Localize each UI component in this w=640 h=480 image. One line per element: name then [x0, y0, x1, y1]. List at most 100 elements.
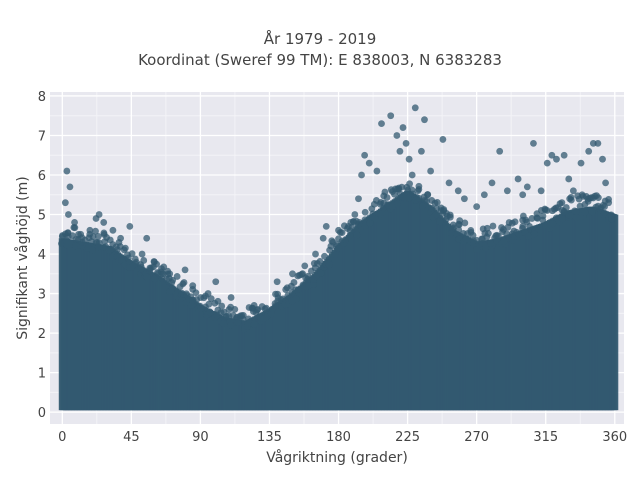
outlier-point: [86, 226, 94, 234]
edge-point: [239, 311, 247, 319]
edge-point: [168, 284, 176, 292]
edge-point: [366, 219, 374, 227]
outlier-point: [543, 159, 551, 167]
outlier-point: [63, 167, 71, 175]
y-tick-label: 7: [38, 129, 46, 144]
edge-point: [558, 199, 566, 207]
edge-point: [353, 231, 361, 239]
edge-point: [377, 210, 384, 218]
edge-point: [594, 194, 602, 202]
edge-point: [71, 224, 79, 232]
edge-point: [607, 211, 615, 219]
edge-point: [523, 218, 531, 226]
edge-point: [351, 211, 359, 218]
edge-point: [218, 302, 226, 310]
outlier-point: [599, 155, 606, 163]
edge-point: [327, 242, 335, 250]
outlier-point: [150, 258, 158, 266]
edge-point: [341, 236, 349, 243]
outlier-point: [373, 167, 381, 175]
edge-point: [361, 208, 369, 216]
x-tick-labels: 0 45 90 135 180 225 270 315 360: [58, 430, 627, 445]
outlier-point: [109, 226, 117, 234]
y-tick-label: 6: [38, 169, 46, 184]
edge-point: [143, 273, 151, 281]
outlier-point: [189, 282, 197, 290]
edge-point: [192, 289, 200, 297]
outlier-point: [565, 175, 573, 183]
edge-point: [88, 246, 96, 254]
outlier-point: [65, 211, 72, 218]
edge-point: [406, 180, 413, 188]
edge-point: [424, 191, 431, 199]
outlier-point: [427, 167, 435, 175]
edge-point: [310, 281, 318, 288]
edge-point: [383, 194, 391, 201]
edge-point: [588, 208, 596, 216]
outlier-point: [355, 195, 362, 203]
outlier-point: [227, 294, 235, 301]
outlier-point: [100, 219, 108, 226]
edge-point: [423, 197, 431, 205]
outlier-point: [496, 147, 504, 155]
edge-point: [428, 204, 436, 212]
outlier-point: [548, 151, 556, 159]
edge-point: [500, 238, 508, 245]
outlier-point: [204, 290, 212, 297]
edge-point: [483, 224, 491, 232]
outlier-point: [166, 270, 174, 278]
edge-point: [94, 232, 102, 240]
edge-point: [436, 218, 444, 225]
outlier-point: [312, 250, 319, 258]
outlier-point: [347, 219, 355, 226]
x-tick-label: 360: [602, 430, 627, 445]
outlier-point: [421, 116, 428, 124]
edge-point: [388, 203, 396, 210]
edge-point: [525, 232, 532, 240]
outlier-point: [95, 211, 103, 218]
edge-point: [446, 213, 454, 221]
outlier-point: [358, 171, 365, 179]
outlier-point: [553, 155, 560, 163]
edge-point: [408, 186, 416, 194]
edge-point: [321, 252, 328, 260]
outlier-point: [181, 266, 189, 274]
outlier-point: [460, 195, 468, 203]
edge-point: [573, 207, 580, 215]
edge-point: [581, 209, 589, 216]
edge-point: [483, 233, 491, 241]
outlier-point: [212, 278, 220, 286]
edge-point: [455, 221, 463, 229]
outlier-point: [605, 199, 613, 207]
outlier-point: [411, 104, 419, 112]
outlier-point: [319, 234, 327, 242]
y-tick-label: 2: [38, 327, 46, 342]
outlier-point: [488, 179, 496, 187]
data-points: [58, 104, 619, 411]
edge-point: [128, 250, 136, 258]
outlier-point: [335, 226, 342, 234]
edge-point: [567, 212, 575, 220]
edge-point: [543, 207, 551, 214]
edge-point: [200, 294, 208, 302]
y-tick-label: 1: [38, 367, 46, 382]
edge-point: [489, 222, 497, 230]
outlier-point: [396, 147, 404, 155]
outlier-point: [361, 151, 369, 159]
edge-point: [214, 297, 222, 305]
edge-point: [567, 194, 575, 201]
edge-point: [292, 295, 300, 303]
edge-point: [469, 231, 477, 239]
edge-point: [180, 279, 188, 286]
outlier-point: [250, 302, 258, 309]
edge-point: [381, 188, 389, 196]
y-tick-label: 0: [38, 406, 46, 421]
edge-point: [140, 257, 148, 264]
edge-point: [511, 218, 519, 226]
outlier-point: [405, 155, 413, 163]
outlier-point: [399, 124, 407, 131]
edge-point: [558, 215, 566, 223]
outlier-point: [393, 132, 401, 139]
edge-point: [371, 215, 379, 223]
edge-point: [515, 230, 523, 238]
